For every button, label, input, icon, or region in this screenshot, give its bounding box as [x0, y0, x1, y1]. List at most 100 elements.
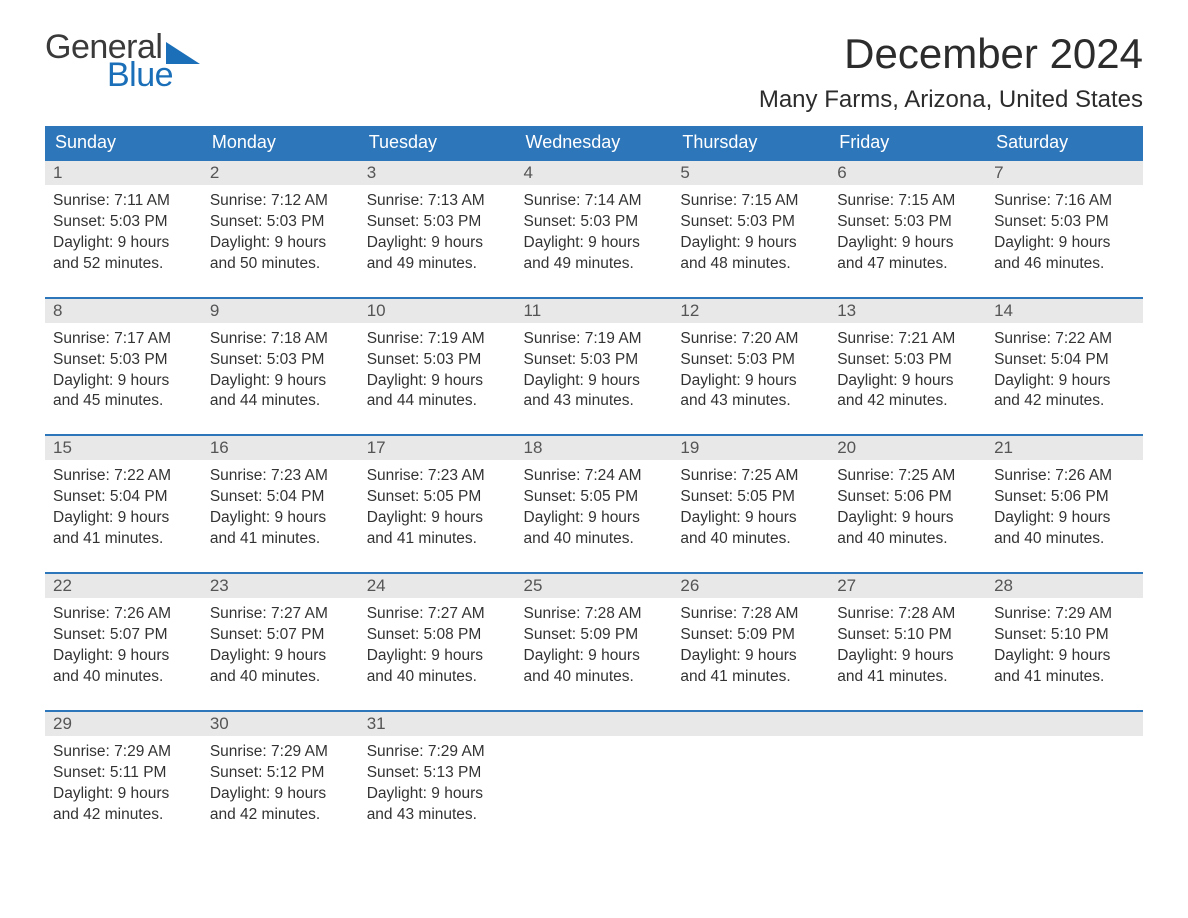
day-body: Sunrise: 7:11 AMSunset: 5:03 PMDaylight:…: [45, 185, 202, 297]
day-number: 17: [359, 436, 516, 460]
sunrise-line: Sunrise: 7:13 AM: [367, 191, 508, 212]
daylight-line-2: and 40 minutes.: [367, 667, 508, 688]
day-body: Sunrise: 7:22 AMSunset: 5:04 PMDaylight:…: [45, 460, 202, 572]
daylight-line-2: and 41 minutes.: [53, 529, 194, 550]
daylight-line-2: and 40 minutes.: [680, 529, 821, 550]
sunrise-line: Sunrise: 7:27 AM: [210, 604, 351, 625]
col-tuesday: Tuesday: [359, 126, 516, 160]
daylight-line-1: Daylight: 9 hours: [367, 508, 508, 529]
sunset-line: Sunset: 5:05 PM: [680, 487, 821, 508]
day-body: Sunrise: 7:21 AMSunset: 5:03 PMDaylight:…: [829, 323, 986, 435]
daylight-line-2: and 47 minutes.: [837, 254, 978, 275]
header-region: General Blue December 2024 Many Farms, A…: [45, 30, 1143, 114]
sunset-line: Sunset: 5:05 PM: [524, 487, 665, 508]
calendar-cell: 18Sunrise: 7:24 AMSunset: 5:05 PMDayligh…: [516, 435, 673, 573]
sunset-line: Sunset: 5:03 PM: [524, 212, 665, 233]
daylight-line-1: Daylight: 9 hours: [837, 646, 978, 667]
sunset-line: Sunset: 5:04 PM: [210, 487, 351, 508]
sunrise-line: Sunrise: 7:26 AM: [994, 466, 1135, 487]
daylight-line-2: and 42 minutes.: [837, 391, 978, 412]
day-number: 1: [45, 161, 202, 185]
sunrise-line: Sunrise: 7:11 AM: [53, 191, 194, 212]
calendar-cell: 6Sunrise: 7:15 AMSunset: 5:03 PMDaylight…: [829, 160, 986, 298]
daylight-line-2: and 42 minutes.: [994, 391, 1135, 412]
sunset-line: Sunset: 5:03 PM: [680, 212, 821, 233]
day-number: 4: [516, 161, 673, 185]
day-body: Sunrise: 7:25 AMSunset: 5:06 PMDaylight:…: [829, 460, 986, 572]
daylight-line-2: and 45 minutes.: [53, 391, 194, 412]
daylight-line-2: and 48 minutes.: [680, 254, 821, 275]
day-body: Sunrise: 7:19 AMSunset: 5:03 PMDaylight:…: [359, 323, 516, 435]
sunset-line: Sunset: 5:03 PM: [210, 350, 351, 371]
sunrise-line: Sunrise: 7:23 AM: [367, 466, 508, 487]
day-number-empty: [672, 712, 829, 736]
daylight-line-1: Daylight: 9 hours: [837, 233, 978, 254]
calendar-cell: 1Sunrise: 7:11 AMSunset: 5:03 PMDaylight…: [45, 160, 202, 298]
sunset-line: Sunset: 5:03 PM: [53, 212, 194, 233]
day-number: 23: [202, 574, 359, 598]
daylight-line-2: and 40 minutes.: [994, 529, 1135, 550]
sunset-line: Sunset: 5:07 PM: [53, 625, 194, 646]
daylight-line-2: and 40 minutes.: [524, 529, 665, 550]
daylight-line-2: and 42 minutes.: [53, 805, 194, 826]
calendar-week-row: 29Sunrise: 7:29 AMSunset: 5:11 PMDayligh…: [45, 711, 1143, 848]
day-number: 21: [986, 436, 1143, 460]
daylight-line-2: and 41 minutes.: [680, 667, 821, 688]
day-number: 25: [516, 574, 673, 598]
day-number: 10: [359, 299, 516, 323]
calendar-cell: 20Sunrise: 7:25 AMSunset: 5:06 PMDayligh…: [829, 435, 986, 573]
day-number: 24: [359, 574, 516, 598]
calendar-table: Sunday Monday Tuesday Wednesday Thursday…: [45, 126, 1143, 847]
sunrise-line: Sunrise: 7:25 AM: [680, 466, 821, 487]
day-number: 29: [45, 712, 202, 736]
sunrise-line: Sunrise: 7:20 AM: [680, 329, 821, 350]
sunrise-line: Sunrise: 7:15 AM: [837, 191, 978, 212]
col-saturday: Saturday: [986, 126, 1143, 160]
calendar-cell: 11Sunrise: 7:19 AMSunset: 5:03 PMDayligh…: [516, 298, 673, 436]
location-subtitle: Many Farms, Arizona, United States: [759, 86, 1143, 114]
daylight-line-2: and 40 minutes.: [53, 667, 194, 688]
sunrise-line: Sunrise: 7:16 AM: [994, 191, 1135, 212]
daylight-line-2: and 46 minutes.: [994, 254, 1135, 275]
day-body: Sunrise: 7:28 AMSunset: 5:09 PMDaylight:…: [516, 598, 673, 710]
calendar-header-row: Sunday Monday Tuesday Wednesday Thursday…: [45, 126, 1143, 160]
calendar-cell: 7Sunrise: 7:16 AMSunset: 5:03 PMDaylight…: [986, 160, 1143, 298]
daylight-line-1: Daylight: 9 hours: [367, 784, 508, 805]
sunrise-line: Sunrise: 7:12 AM: [210, 191, 351, 212]
daylight-line-1: Daylight: 9 hours: [53, 233, 194, 254]
sunrise-line: Sunrise: 7:24 AM: [524, 466, 665, 487]
col-sunday: Sunday: [45, 126, 202, 160]
daylight-line-1: Daylight: 9 hours: [994, 646, 1135, 667]
day-body: Sunrise: 7:20 AMSunset: 5:03 PMDaylight:…: [672, 323, 829, 435]
day-number: 20: [829, 436, 986, 460]
daylight-line-2: and 43 minutes.: [680, 391, 821, 412]
daylight-line-1: Daylight: 9 hours: [53, 371, 194, 392]
col-monday: Monday: [202, 126, 359, 160]
daylight-line-2: and 43 minutes.: [524, 391, 665, 412]
daylight-line-1: Daylight: 9 hours: [210, 371, 351, 392]
calendar-cell: 13Sunrise: 7:21 AMSunset: 5:03 PMDayligh…: [829, 298, 986, 436]
day-body: Sunrise: 7:26 AMSunset: 5:07 PMDaylight:…: [45, 598, 202, 710]
sunrise-line: Sunrise: 7:19 AM: [524, 329, 665, 350]
calendar-cell: 5Sunrise: 7:15 AMSunset: 5:03 PMDaylight…: [672, 160, 829, 298]
day-body: Sunrise: 7:22 AMSunset: 5:04 PMDaylight:…: [986, 323, 1143, 435]
sunset-line: Sunset: 5:10 PM: [837, 625, 978, 646]
day-body: Sunrise: 7:12 AMSunset: 5:03 PMDaylight:…: [202, 185, 359, 297]
daylight-line-1: Daylight: 9 hours: [680, 508, 821, 529]
daylight-line-1: Daylight: 9 hours: [524, 371, 665, 392]
daylight-line-1: Daylight: 9 hours: [53, 646, 194, 667]
day-body: Sunrise: 7:15 AMSunset: 5:03 PMDaylight:…: [672, 185, 829, 297]
sunset-line: Sunset: 5:03 PM: [367, 350, 508, 371]
sunset-line: Sunset: 5:08 PM: [367, 625, 508, 646]
daylight-line-2: and 41 minutes.: [994, 667, 1135, 688]
sunset-line: Sunset: 5:11 PM: [53, 763, 194, 784]
daylight-line-2: and 41 minutes.: [837, 667, 978, 688]
day-body: Sunrise: 7:29 AMSunset: 5:13 PMDaylight:…: [359, 736, 516, 848]
daylight-line-2: and 40 minutes.: [524, 667, 665, 688]
sunrise-line: Sunrise: 7:28 AM: [837, 604, 978, 625]
daylight-line-1: Daylight: 9 hours: [53, 508, 194, 529]
calendar-cell: 9Sunrise: 7:18 AMSunset: 5:03 PMDaylight…: [202, 298, 359, 436]
day-number: 13: [829, 299, 986, 323]
sunrise-line: Sunrise: 7:23 AM: [210, 466, 351, 487]
sunrise-line: Sunrise: 7:27 AM: [367, 604, 508, 625]
